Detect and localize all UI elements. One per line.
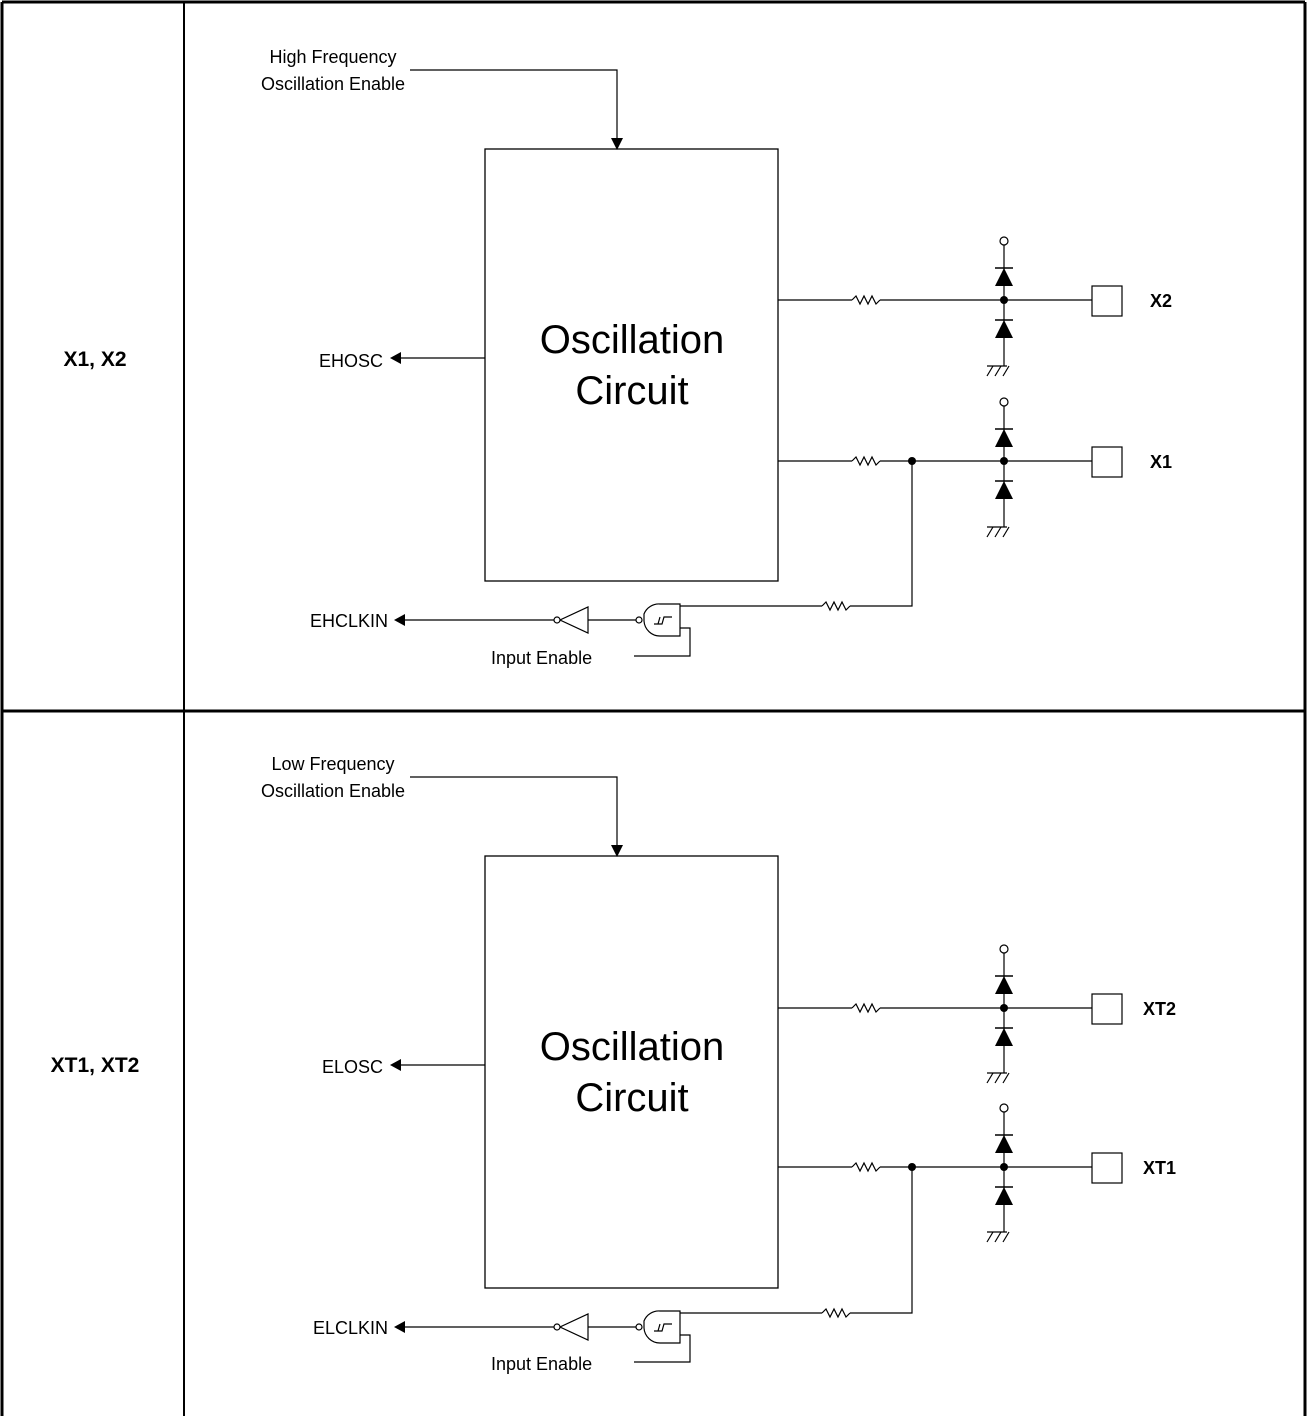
resistor-icon <box>851 1162 881 1172</box>
pin-label-x1: X1 <box>1150 452 1172 472</box>
diode-icon <box>994 1134 1014 1154</box>
row-xt1-xt2: XT1, XT2 Low Frequency Oscillation Enabl… <box>51 754 1176 1374</box>
ground-icon <box>986 526 1010 538</box>
row-label: X1, X2 <box>63 348 126 371</box>
schmitt-nand-gate-icon <box>643 1310 681 1344</box>
pin-label-xt2: XT2 <box>1143 999 1176 1019</box>
enable-arrow-icon <box>611 845 623 857</box>
block-label-line2: Circuit <box>575 1076 688 1120</box>
ground-icon <box>986 1072 1010 1084</box>
buffer-icon <box>558 1313 589 1341</box>
schmitt-nand-gate-icon <box>643 603 681 637</box>
enable-wire <box>410 69 618 140</box>
pin-label-xt1: XT1 <box>1143 1158 1176 1178</box>
osc-output-arrow-icon <box>390 1059 401 1071</box>
osc-output-label: EHOSC <box>319 351 383 371</box>
row-x1-x2: X1, X2 High Frequency Oscillation Enable… <box>63 47 1172 668</box>
oscillation-circuit-block <box>484 855 779 1289</box>
enable-label-line2: Oscillation Enable <box>261 74 405 94</box>
resistor-icon <box>821 601 851 611</box>
resistor-icon <box>851 1003 881 1013</box>
enable-arrow-icon <box>611 138 623 150</box>
resistor-icon <box>821 1308 851 1318</box>
diode-icon <box>994 428 1014 448</box>
enable-label-line2: Oscillation Enable <box>261 781 405 801</box>
diode-icon <box>994 267 1014 287</box>
osc-output-arrow-icon <box>390 352 401 364</box>
pin-pad-xt1 <box>1091 1152 1123 1184</box>
input-enable-label: Input Enable <box>491 1354 592 1374</box>
pin-pad-x2 <box>1091 285 1123 317</box>
block-label-line1: Oscillation <box>540 318 725 362</box>
resistor-icon <box>851 295 881 305</box>
diode-icon <box>994 1027 1014 1047</box>
ground-icon <box>986 1231 1010 1243</box>
pin-label-x2: X2 <box>1150 291 1172 311</box>
resistor-icon <box>851 456 881 466</box>
clk-output-arrow-icon <box>394 1321 405 1333</box>
vdd-terminal-icon <box>999 397 1009 407</box>
block-label-line1: Oscillation <box>540 1025 725 1069</box>
enable-label-line1: Low Frequency <box>271 754 394 774</box>
pin-pad-xt2 <box>1091 993 1123 1025</box>
clk-output-label: EHCLKIN <box>310 611 388 631</box>
enable-label-line1: High Frequency <box>269 47 396 67</box>
oscillation-circuit-block <box>484 148 779 582</box>
row-label: XT1, XT2 <box>51 1054 140 1077</box>
diode-icon <box>994 975 1014 995</box>
clk-output-label: ELCLKIN <box>313 1318 388 1338</box>
vdd-terminal-icon <box>999 944 1009 954</box>
buffer-icon <box>558 606 589 634</box>
clk-output-arrow-icon <box>394 614 405 626</box>
block-label-line2: Circuit <box>575 369 688 413</box>
diode-icon <box>994 319 1014 339</box>
osc-output-label: ELOSC <box>322 1057 383 1077</box>
vdd-terminal-icon <box>999 236 1009 246</box>
input-enable-label: Input Enable <box>491 648 592 668</box>
pin-pad-x1 <box>1091 446 1123 478</box>
diode-icon <box>994 1186 1014 1206</box>
vdd-terminal-icon <box>999 1103 1009 1113</box>
diode-icon <box>994 480 1014 500</box>
ground-icon <box>986 365 1010 377</box>
enable-wire <box>410 776 618 847</box>
